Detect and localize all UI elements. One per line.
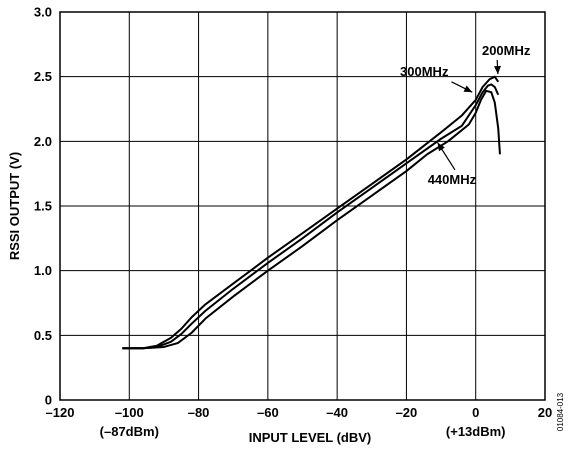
y-axis-title: RSSI OUTPUT (V) — [7, 152, 22, 260]
y-tick-label: 0 — [45, 393, 52, 408]
x-sublabel: (+13dBm) — [446, 424, 506, 439]
series-layer — [122, 75, 501, 350]
x-tick-label: –20 — [396, 405, 418, 420]
x-tick-label: 20 — [538, 405, 552, 420]
series-line-300mhz — [122, 83, 500, 350]
x-sublabel: (–87dBm) — [100, 424, 159, 439]
series-line-200mhz — [122, 75, 500, 350]
y-tick-label: 3.0 — [34, 5, 52, 20]
x-tick-label: –100 — [115, 405, 144, 420]
y-tick-label: 0.5 — [34, 328, 52, 343]
x-tick-label: –80 — [188, 405, 210, 420]
grid-lines — [60, 12, 545, 400]
y-tick-label: 1.5 — [34, 199, 52, 214]
x-tick-label: 0 — [472, 405, 479, 420]
annotation-label: 200MHz — [482, 43, 531, 58]
y-tick-label: 2.5 — [34, 69, 52, 84]
annotation-arrowhead — [463, 85, 473, 93]
y-tick-label: 2.0 — [34, 134, 52, 149]
figure-id: 01084-013 — [556, 392, 565, 431]
x-tick-label: –120 — [46, 405, 75, 420]
y-tick-label: 1.0 — [34, 263, 52, 278]
annotation-label: 440MHz — [428, 172, 477, 187]
plot-frame — [59, 11, 546, 401]
annotation-label: 300MHz — [400, 64, 449, 79]
annotations: 200MHz 300MHz 440MHz — [400, 43, 531, 187]
annotation-arrowhead — [437, 142, 445, 152]
x-axis-ticks: –120 –100 –80 –60 –40 –20 0 20 (–87dBm) (+13dBm) — [46, 405, 553, 439]
x-tick-label: –40 — [326, 405, 348, 420]
y-axis-ticks: 0 0.5 1.0 1.5 2.0 2.5 3.0 — [34, 5, 52, 408]
x-axis-title: INPUT LEVEL (dBV) — [249, 430, 372, 445]
annotation-arrowhead — [494, 65, 501, 75]
series-line-440mhz — [122, 89, 501, 350]
x-tick-label: –60 — [257, 405, 279, 420]
